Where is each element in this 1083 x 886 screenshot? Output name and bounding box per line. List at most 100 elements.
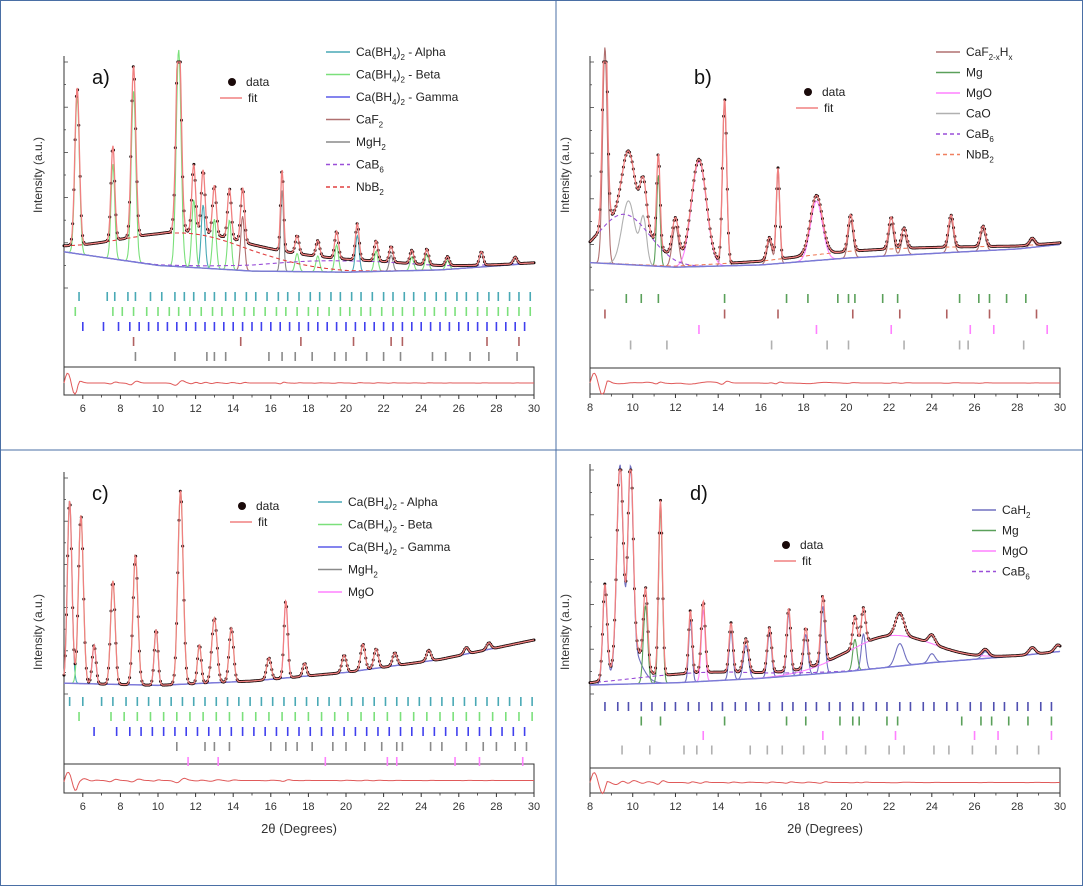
x-tick-label: 14 [227,801,239,813]
x-tick-label: 18 [798,801,810,813]
x-tick-label: 30 [528,801,540,813]
x-tick-label: 28 [1011,801,1023,813]
residual-curve [589,772,1061,795]
legend-label: fit [802,554,812,568]
legend-phase-label: MgO [1002,544,1028,558]
fit-curve [63,490,535,686]
legend-label: data [822,85,846,99]
x-tick-label: 8 [117,801,123,813]
reflection-tick-row [698,325,1048,334]
x-tick-label: 22 [377,801,389,813]
x-tick-label: 16 [265,801,277,813]
legend-phase-label: CaF2 [356,113,384,130]
legend-phase-label: Ca(BH4)2 - Gamma [348,540,451,557]
y-axis-label: Intensity (a.u.) [31,137,45,213]
x-tick-label: 24 [926,801,938,813]
x-tick-label: 26 [453,801,465,813]
legend-label: data [800,538,824,552]
x-tick-label: 30 [1054,402,1066,414]
x-tick-label: 18 [798,402,810,414]
x-tick-label: 20 [340,801,352,813]
y-axis-label: Intensity (a.u.) [558,594,572,670]
panel-1: 6 8 10 12 14 16 18 20 22 24 26 28 30 a) Intensity (a.u… [31,45,540,415]
legend-phase-label: CaB6 [1002,565,1030,582]
x-tick-label: 10 [627,402,639,414]
x-axis-label: 2θ (Degrees) [261,821,337,836]
x-tick-label: 28 [490,801,502,813]
panel-label: d) [690,483,708,505]
legend-phase-label: Mg [966,66,983,80]
x-tick-label: 12 [189,403,201,415]
legend-label: data [256,499,280,513]
x-tick-label: 16 [755,402,767,414]
reflection-tick-row [625,294,1027,303]
background-curve [589,243,1061,268]
legend-phase-label: NbB2 [356,180,384,197]
x-tick-label: 14 [227,403,239,415]
legend-phase-label: CaB6 [356,158,384,175]
reflection-tick-row [702,731,1053,740]
x-tick-label: 8 [587,801,593,813]
x-tick-label: 28 [1011,402,1023,414]
background-curve [63,251,535,273]
x-tick-label: 26 [968,801,980,813]
fit-curve [589,61,1060,264]
legend-data-marker [228,78,236,86]
reflection-tick-row [82,322,526,331]
x-tick-label: 22 [883,402,895,414]
residual-curve [589,372,1060,395]
x-tick-label: 22 [883,801,895,813]
x-tick-label: 8 [117,403,123,415]
legend-label: fit [824,101,834,115]
legend-label: fit [258,515,268,529]
panel-label: b) [694,67,712,89]
x-tick-label: 20 [340,403,352,415]
legend-phase-label: Ca(BH4)2 - Beta [348,518,433,535]
reflection-tick-row [132,337,520,346]
reflection-tick-row [134,352,518,361]
x-tick-label: 20 [840,801,852,813]
panel-3: 6 8 10 12 14 16 18 20 22 24 26 28 30 c) Intensity (a.u… [31,472,540,836]
x-tick-label: 12 [669,402,681,414]
x-tick-label: 10 [152,801,164,813]
reflection-tick-row [93,727,526,736]
x-tick-label: 18 [302,403,314,415]
x-tick-label: 22 [377,403,389,415]
x-tick-label: 26 [453,403,465,415]
panel-label: c) [92,483,109,505]
x-tick-label: 16 [755,801,767,813]
background-curve [589,650,1061,686]
x-tick-label: 30 [528,403,540,415]
legend-phase-label: CaB6 [966,127,994,144]
fit-curve [590,469,1061,684]
reflection-tick-row [68,697,533,706]
fit-curve [64,61,534,267]
legend-phase-label: MgH2 [356,135,386,152]
reflection-tick-row [621,745,1040,755]
x-tick-label: 18 [302,801,314,813]
legend-phase-label: NbB2 [966,148,994,165]
legend-phase-label: MgO [966,86,992,100]
x-tick-label: 6 [80,403,86,415]
reflection-tick-row [74,307,532,316]
residual-box [63,763,535,794]
reflection-tick-row [78,292,532,301]
x-tick-label: 14 [712,402,724,414]
legend-phase-label: Ca(BH4)2 - Alpha [348,495,438,512]
legend-label: fit [248,91,258,105]
y-axis-label: Intensity (a.u.) [558,137,572,213]
x-tick-label: 24 [926,402,938,414]
legend-phase-label: Mg [1002,524,1019,538]
legend-phase-label: Ca(BH4)2 - Gamma [356,90,459,107]
x-tick-label: 10 [152,403,164,415]
reflection-tick-row [604,702,1053,711]
x-tick-label: 30 [1054,801,1066,813]
x-tick-label: 20 [840,402,852,414]
legend-phase-label: CaF2-xHx [966,45,1012,62]
x-tick-label: 24 [415,801,427,813]
reflection-tick-row [604,309,1038,319]
residual-curve [63,372,534,395]
x-tick-label: 24 [415,403,427,415]
x-tick-label: 26 [968,402,980,414]
